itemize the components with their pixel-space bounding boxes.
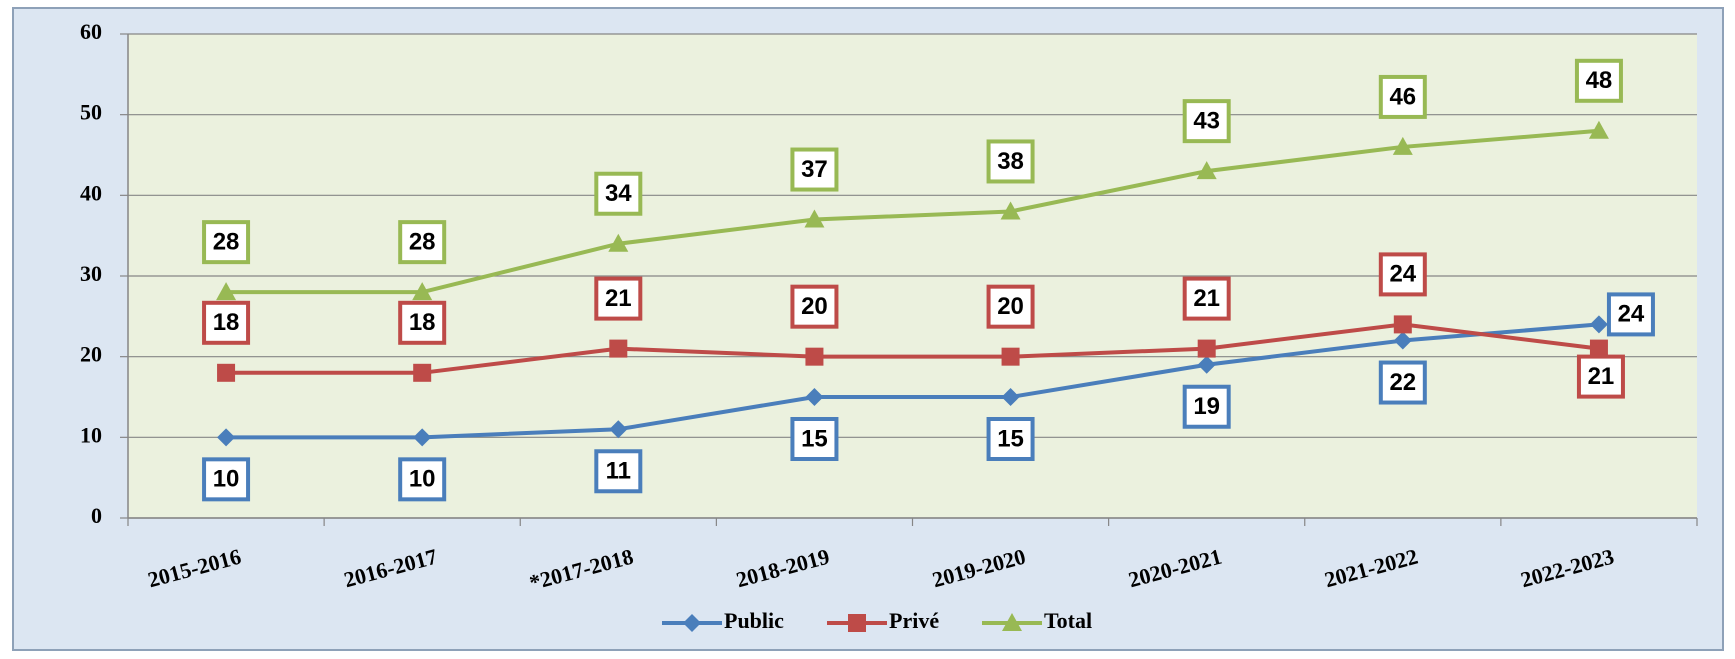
data-point (1589, 315, 1608, 334)
data-label: 21 (1588, 363, 1615, 390)
data-label-box (790, 147, 839, 192)
data-label: 15 (997, 425, 1024, 452)
data-point (217, 363, 236, 382)
data-label-box (1378, 74, 1427, 119)
data-label: 22 (1389, 369, 1416, 396)
y-tick-label: 10 (80, 422, 102, 447)
data-label: 38 (997, 148, 1024, 175)
data-label: 20 (801, 293, 828, 320)
data-point (805, 388, 824, 406)
data-point (1196, 161, 1217, 180)
data-label-box (1378, 360, 1427, 405)
data-label: 18 (213, 309, 240, 336)
data-label-box (1378, 252, 1427, 297)
y-tick-label: 20 (80, 342, 102, 367)
data-label-box (594, 276, 643, 321)
data-label-box (1182, 99, 1231, 144)
data-point (1197, 355, 1216, 374)
data-point (412, 282, 433, 301)
data-label-box (594, 171, 643, 216)
data-label-box (986, 139, 1035, 184)
data-point (1001, 388, 1020, 406)
data-label-box (986, 417, 1035, 461)
series-line (226, 322, 1600, 440)
legend-label: Public (724, 608, 784, 633)
legend-marker (1002, 613, 1022, 631)
data-label: 19 (1193, 393, 1220, 420)
data-label-box (1182, 384, 1231, 429)
data-point (1197, 339, 1216, 358)
data-label-box (1606, 292, 1655, 337)
y-tick-label: 0 (91, 503, 102, 528)
data-label-box (398, 220, 447, 265)
data-label: 28 (409, 228, 436, 255)
data-label: 21 (605, 285, 632, 312)
data-label: 15 (801, 425, 828, 452)
data-point (1392, 136, 1413, 155)
data-label: 43 (1193, 107, 1220, 134)
data-point (804, 209, 825, 228)
data-point (1001, 347, 1020, 366)
data-label-box (790, 417, 839, 461)
data-label-box (986, 284, 1035, 329)
legend-marker (848, 614, 866, 632)
data-point (1589, 339, 1608, 358)
data-label: 24 (1618, 301, 1645, 328)
data-label-box (1574, 58, 1623, 103)
data-label: 46 (1389, 83, 1416, 110)
data-label: 10 (409, 466, 436, 493)
data-label: 21 (1193, 285, 1220, 312)
data-label: 11 (606, 458, 631, 485)
data-label-box (202, 220, 251, 265)
data-label: 24 (1389, 261, 1416, 288)
data-label-box (1576, 354, 1625, 399)
data-point (608, 233, 629, 252)
data-point (217, 428, 236, 447)
data-point (609, 339, 628, 358)
data-label-box (790, 284, 839, 329)
data-label: 10 (213, 466, 240, 493)
data-point (609, 420, 628, 439)
data-label-box (398, 457, 447, 502)
data-point (413, 363, 432, 382)
data-point (413, 428, 432, 447)
data-point (1393, 331, 1412, 350)
data-point (805, 347, 824, 366)
data-label: 37 (801, 156, 828, 183)
data-point (216, 282, 237, 301)
data-point (1393, 315, 1412, 334)
data-point (1588, 120, 1609, 139)
data-point (1000, 201, 1021, 220)
data-label: 20 (997, 293, 1024, 320)
y-tick-label: 40 (80, 180, 102, 205)
series-line (226, 128, 1600, 295)
data-label-box (398, 300, 447, 345)
data-label-box (1182, 276, 1231, 321)
y-tick-label: 50 (80, 100, 102, 125)
series-line (226, 322, 1600, 375)
y-tick-label: 30 (80, 261, 102, 286)
y-tick-label: 60 (80, 19, 102, 44)
data-label: 34 (605, 180, 632, 207)
legend-label: Privé (889, 608, 939, 633)
legend-label: Total (1044, 608, 1092, 633)
data-label-box (202, 457, 251, 502)
data-label: 18 (409, 309, 436, 336)
legend-marker (683, 614, 701, 632)
data-label-box (594, 449, 643, 494)
data-label-box (202, 300, 251, 345)
data-label: 48 (1586, 67, 1613, 94)
data-label: 28 (213, 228, 240, 255)
